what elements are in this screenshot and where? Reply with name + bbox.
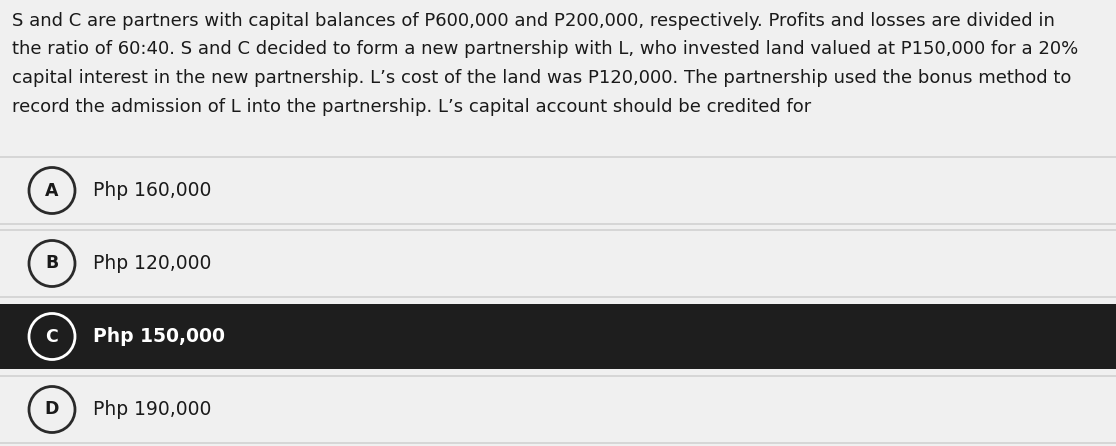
Circle shape: [29, 240, 75, 286]
Bar: [0, 304, 1116, 369]
Text: D: D: [45, 401, 59, 418]
Text: Php 160,000: Php 160,000: [93, 181, 211, 200]
FancyBboxPatch shape: [0, 376, 1116, 443]
Text: Php 190,000: Php 190,000: [93, 400, 211, 419]
Text: S and C are partners with capital balances of P600,000 and P200,000, respectivel: S and C are partners with capital balanc…: [12, 12, 1078, 116]
Circle shape: [29, 168, 75, 214]
Text: C: C: [46, 327, 58, 346]
Text: Php 120,000: Php 120,000: [93, 254, 211, 273]
Circle shape: [29, 314, 75, 359]
FancyBboxPatch shape: [0, 230, 1116, 297]
FancyBboxPatch shape: [0, 157, 1116, 224]
Text: B: B: [46, 255, 59, 273]
Text: Php 150,000: Php 150,000: [93, 327, 225, 346]
Text: A: A: [46, 182, 59, 199]
Circle shape: [29, 387, 75, 433]
